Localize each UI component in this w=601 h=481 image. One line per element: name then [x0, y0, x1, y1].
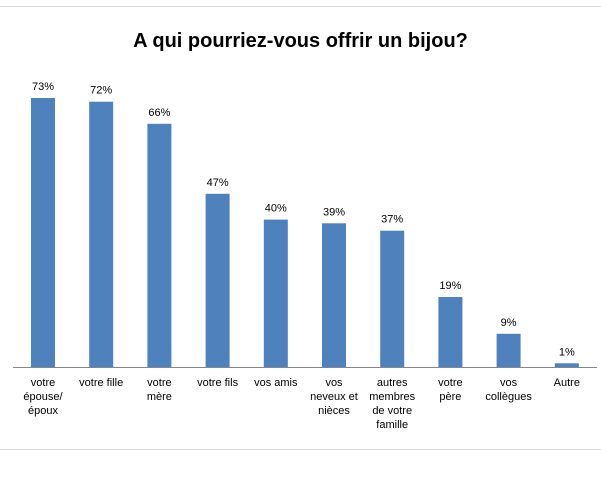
category-label-8: vos collègues	[485, 377, 532, 403]
value-label-2: 66%	[148, 107, 170, 119]
bar-8	[496, 333, 521, 367]
category-labels-group: votre épouse/époux votre fille votre mère vot…	[23, 377, 580, 431]
bar-5	[322, 223, 346, 367]
value-label-5: 39%	[323, 206, 345, 218]
category-label-5: vos neveux et nièces	[310, 377, 358, 417]
bar-6	[380, 230, 405, 367]
chart-frame	[0, 6, 601, 450]
category-label-4: vos amis	[254, 377, 298, 389]
bar-2	[147, 123, 172, 367]
bar-3	[205, 193, 230, 367]
value-label-1: 72%	[90, 85, 112, 97]
category-label-3: votre fils	[197, 377, 238, 389]
category-label-9: Autre	[554, 377, 580, 389]
category-label-7: votre père	[438, 377, 462, 403]
value-label-9: 1%	[559, 346, 575, 358]
value-label-7: 19%	[439, 280, 461, 292]
bar-9	[554, 363, 579, 367]
chart-title: A qui pourriez-vous offrir un bijou?	[133, 30, 468, 52]
category-label-2: votre mère	[147, 377, 172, 403]
category-label-1: votre fille	[79, 377, 123, 389]
category-label-0: votre épouse/époux	[23, 377, 63, 417]
value-label-4: 40%	[265, 203, 287, 215]
bar-0	[31, 98, 55, 367]
value-label-3: 47%	[207, 177, 229, 189]
bar-1	[89, 101, 114, 367]
bar-4	[263, 219, 288, 367]
bar-7	[438, 297, 463, 367]
category-label-6: autres membres de votre famille	[369, 377, 415, 431]
bars-group	[31, 98, 579, 367]
value-labels-group: 73% 72% 66% 47% 40% 39% 37% 19% 9% 1%	[32, 81, 575, 358]
value-label-0: 73%	[32, 81, 54, 93]
value-label-6: 37%	[381, 214, 403, 226]
value-label-8: 9%	[501, 317, 517, 329]
